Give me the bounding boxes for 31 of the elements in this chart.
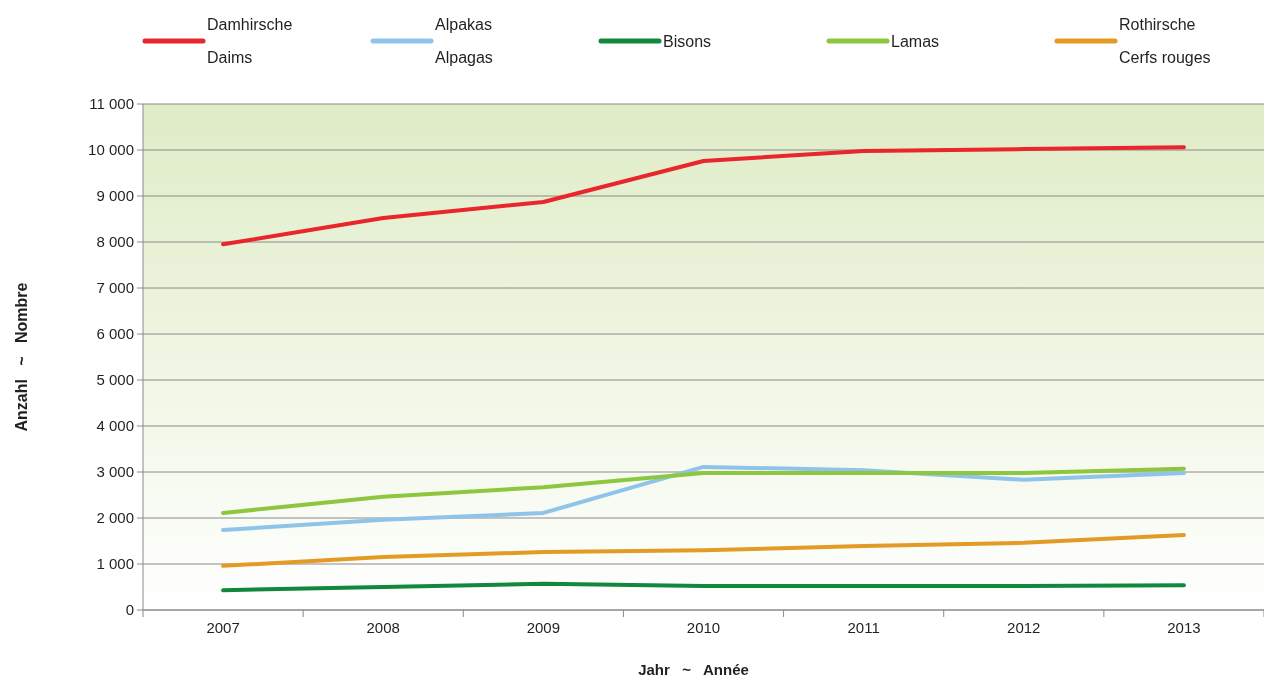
legend-label: Lamas xyxy=(891,32,940,50)
x-tick-label: 2012 xyxy=(1007,619,1041,636)
y-tick-label: 8 000 xyxy=(96,233,134,251)
legend-label: Damhirsche Daims xyxy=(207,16,293,67)
y-tick-label: 4 000 xyxy=(96,417,134,435)
y-tick-label: 10 000 xyxy=(88,141,134,159)
y-tick-label: 1 000 xyxy=(96,555,134,573)
legend-label: Alpakas Alpagas xyxy=(435,16,493,67)
line-series xyxy=(221,581,1186,593)
x-tick-label: 2011 xyxy=(847,619,880,636)
legend-label: Rothirsche Cerfs rouges xyxy=(1119,16,1211,67)
y-tick-label: 5 000 xyxy=(96,371,134,389)
y-axis-title: Anzahl ~ Nombre xyxy=(13,282,30,432)
y-tick-label: 9 000 xyxy=(96,187,134,205)
y-tick-label: 0 xyxy=(125,601,134,619)
line-series xyxy=(221,464,1186,532)
line-series xyxy=(221,533,1186,568)
x-tick-label: 2008 xyxy=(366,619,400,636)
y-tick-label: 6 000 xyxy=(96,325,134,343)
x-tick-label: 2007 xyxy=(206,619,240,636)
line-series xyxy=(221,466,1186,515)
line-series xyxy=(221,145,1186,247)
x-tick-label: 2013 xyxy=(1167,619,1201,636)
y-tick-label: 7 000 xyxy=(96,279,134,297)
legend-label: Bisons xyxy=(663,32,712,50)
y-tick-label: 3 000 xyxy=(96,463,134,481)
x-axis-title: Jahr ~ Année xyxy=(638,661,749,678)
x-tick-label: 2010 xyxy=(686,619,721,636)
y-tick-label: 2 000 xyxy=(96,509,134,527)
y-tick-label: 11 000 xyxy=(89,95,134,113)
x-tick-label: 2009 xyxy=(526,619,561,636)
